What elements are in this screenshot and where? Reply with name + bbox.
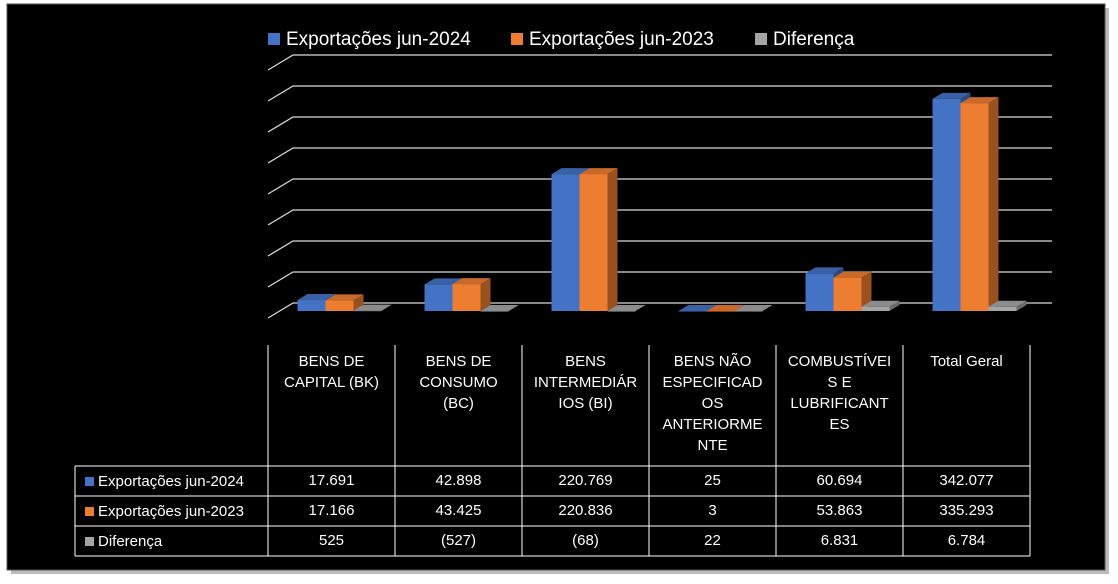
bar-side xyxy=(861,271,872,311)
bar xyxy=(805,273,834,311)
data-label: 17.691 xyxy=(308,472,355,489)
legend-label: Exportações jun-2024 xyxy=(286,29,471,50)
data-label: 6.784 xyxy=(947,532,986,549)
row-label: Exportações jun-2024 xyxy=(75,466,268,496)
category-label: Total Geral xyxy=(930,353,1003,370)
grid-line xyxy=(267,85,1052,102)
bar-top xyxy=(678,304,717,311)
bar-top xyxy=(932,92,971,99)
grid-line xyxy=(267,54,1052,71)
category-label: BENS DE CONSUMO (BC) xyxy=(419,353,498,412)
grid-line xyxy=(267,116,1052,133)
category-label: BENS NÃO ESPECIFICADOS ANTERIORMENTE xyxy=(662,353,763,454)
legend-key xyxy=(85,536,94,546)
category-label: COMBUSTÍVEIS E LUBRIFICANTES xyxy=(787,353,892,433)
grid-line xyxy=(267,178,1052,195)
grid-line xyxy=(267,209,1052,226)
bar-top xyxy=(551,168,590,175)
data-label: (527) xyxy=(440,532,477,549)
bar-side xyxy=(353,294,364,311)
row-label-text: Diferença xyxy=(98,532,163,550)
bar-side xyxy=(508,305,519,312)
bar-top xyxy=(452,278,491,285)
bar-top xyxy=(297,294,336,301)
data-label: 22 xyxy=(704,532,721,549)
bar-top xyxy=(988,300,1027,307)
data-label: (68) xyxy=(572,532,599,549)
bar-side xyxy=(706,304,717,311)
bar xyxy=(678,310,707,312)
bar xyxy=(353,310,382,312)
grid-line xyxy=(267,147,1052,164)
data-label: 17.166 xyxy=(308,502,355,519)
bar-side xyxy=(480,278,491,311)
bar-top xyxy=(861,300,900,307)
bar-side xyxy=(988,97,999,311)
bar-top xyxy=(424,278,463,285)
bar-top xyxy=(805,267,844,274)
bar-top xyxy=(325,294,364,301)
category-label: BENS INTERMEDIÁRIOS (BI) xyxy=(533,353,638,412)
bar xyxy=(932,98,961,311)
data-label: 220.836 xyxy=(558,502,613,519)
bar-top xyxy=(579,168,618,175)
grid-line xyxy=(267,271,1052,288)
data-label: 342.077 xyxy=(939,472,994,489)
data-label: 220.769 xyxy=(558,472,613,489)
data-label: 525 xyxy=(318,532,345,549)
bar xyxy=(452,284,481,311)
legend-label: Exportações jun-2023 xyxy=(529,29,714,50)
bar-top xyxy=(353,304,392,311)
bar-side xyxy=(381,304,392,311)
data-label: 60.694 xyxy=(816,472,863,489)
bar xyxy=(607,311,636,312)
bar xyxy=(833,277,862,311)
data-label: 6.831 xyxy=(820,532,859,549)
data-label: 3 xyxy=(708,502,717,519)
legend-key xyxy=(268,33,280,45)
row-label-text: Exportações jun-2024 xyxy=(98,472,244,490)
data-label: 53.863 xyxy=(816,502,863,519)
bar-side xyxy=(635,305,646,312)
data-label: 25 xyxy=(704,472,721,489)
bar-top xyxy=(706,304,745,311)
bar xyxy=(706,310,735,312)
row-label-text: Exportações jun-2023 xyxy=(98,502,244,520)
legend-label: Diferença xyxy=(773,29,855,50)
bar-side xyxy=(607,168,618,311)
bar xyxy=(579,174,608,311)
bar-top xyxy=(960,97,999,104)
bar xyxy=(480,311,509,312)
grid-line xyxy=(267,240,1052,257)
bar xyxy=(424,284,453,311)
legend-key xyxy=(85,476,94,486)
bar xyxy=(734,310,763,312)
bar-top xyxy=(734,304,773,311)
bar xyxy=(988,306,1017,311)
category-label: BENS DE CAPITAL (BK) xyxy=(283,353,380,391)
bar xyxy=(960,103,989,311)
bar xyxy=(551,174,580,311)
bar xyxy=(325,300,354,311)
legend-key xyxy=(85,506,94,516)
bar-top xyxy=(607,305,646,311)
bar xyxy=(297,300,326,311)
bar-top xyxy=(833,271,872,278)
bar-side xyxy=(1016,300,1027,311)
bar-side xyxy=(762,304,773,311)
bar xyxy=(861,306,890,311)
bar-side xyxy=(889,300,900,311)
bar-top xyxy=(480,305,519,311)
row-label: Diferença xyxy=(75,526,268,556)
legend-key xyxy=(755,33,767,45)
grid-line xyxy=(267,302,1052,319)
legend-key xyxy=(511,33,523,45)
data-label: 335.293 xyxy=(939,502,994,519)
data-label: 43.425 xyxy=(435,502,482,519)
row-label: Exportações jun-2023 xyxy=(75,496,268,526)
data-label: 42.898 xyxy=(435,472,482,489)
